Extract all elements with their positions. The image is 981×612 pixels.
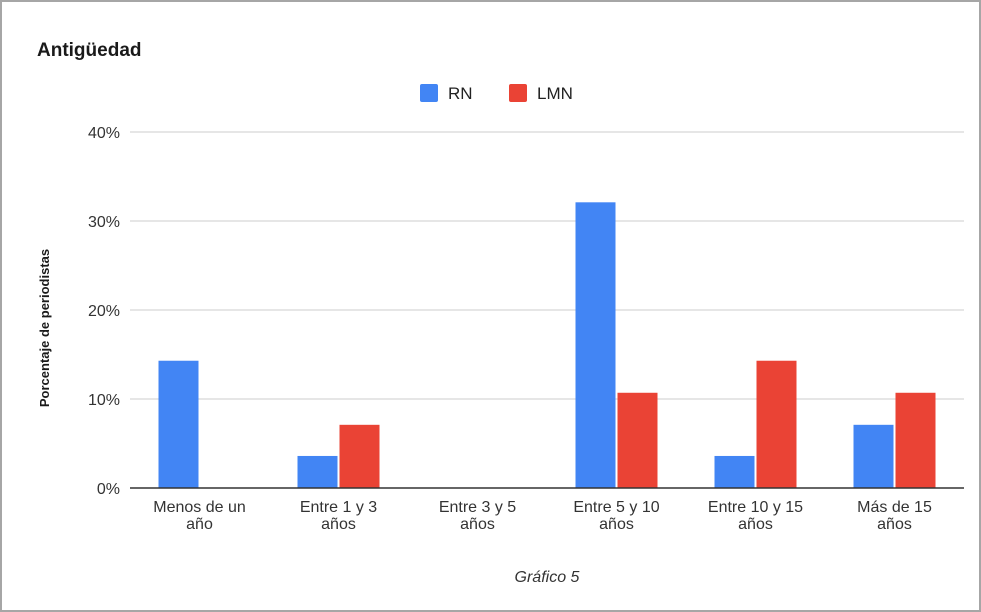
legend-swatch-rn: [420, 84, 438, 102]
x-tick-label: años: [321, 516, 356, 533]
bar-rn: [714, 455, 755, 488]
x-tick-label: Más de 15: [857, 499, 932, 516]
x-tick-label: Entre 10 y 15: [708, 499, 803, 516]
x-tick-label: Entre 3 y 5: [439, 499, 516, 516]
legend-swatch-lmn: [509, 84, 527, 102]
y-tick-label: 40%: [88, 125, 120, 142]
bar-rn: [158, 360, 199, 488]
chart-caption: Gráfico 5: [515, 569, 580, 586]
bar-rn: [297, 455, 338, 488]
x-tick-label: Entre 1 y 3: [300, 499, 377, 516]
bars: [158, 202, 936, 488]
legend-label-lmn: LMN: [537, 84, 573, 103]
x-tick-label: Menos de un: [153, 499, 246, 516]
chart-title: Antigüedad: [37, 40, 142, 61]
bar-lmn: [895, 392, 936, 488]
y-tick-label: 0%: [97, 481, 120, 498]
x-tick-label: año: [186, 516, 213, 533]
y-axis-ticks: 0% 10% 20% 30% 40%: [88, 125, 120, 498]
x-tick-label: Entre 5 y 10: [573, 499, 659, 516]
bar-rn: [853, 424, 894, 488]
y-axis-label: Porcentaje de periodistas: [37, 249, 52, 407]
gridlines: [130, 131, 964, 400]
bar-rn: [575, 202, 616, 488]
y-tick-label: 30%: [88, 214, 120, 231]
bar-lmn: [756, 360, 797, 488]
y-tick-label: 20%: [88, 303, 120, 320]
legend: RN LMN: [420, 84, 573, 103]
bar-lmn: [339, 424, 380, 488]
bar-lmn: [617, 392, 658, 488]
x-tick-label: años: [599, 516, 634, 533]
x-tick-label: años: [877, 516, 912, 533]
x-tick-label: años: [738, 516, 773, 533]
x-tick-label: años: [460, 516, 495, 533]
legend-label-rn: RN: [448, 84, 473, 103]
y-tick-label: 10%: [88, 392, 120, 409]
